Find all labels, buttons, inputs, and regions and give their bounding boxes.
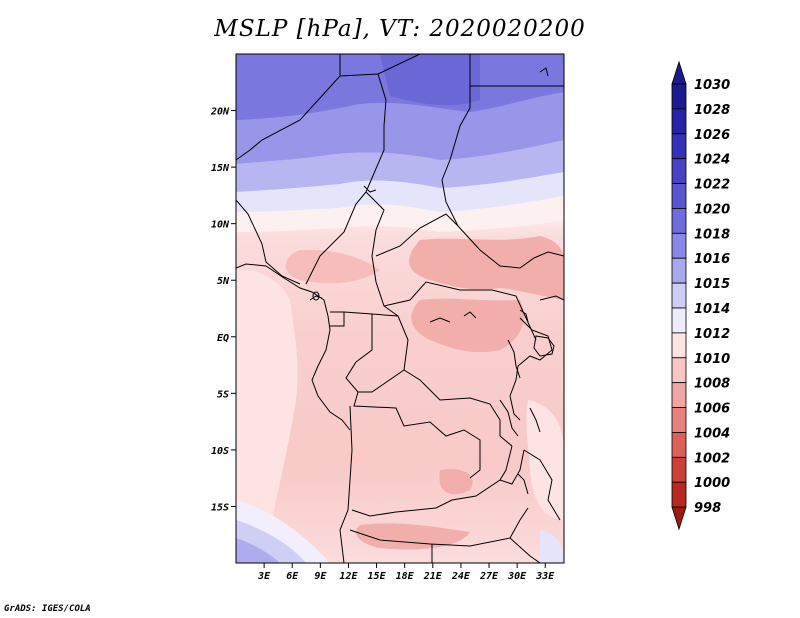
colorbar-swatch: [671, 108, 687, 135]
colorbar-swatch: [671, 382, 687, 408]
colorbar-label: 1016: [694, 252, 730, 267]
lon-tick-label: 21E: [423, 571, 443, 582]
map-frame: [235, 53, 565, 564]
colorbar-label: 1006: [694, 402, 730, 417]
colorbar-swatch: [671, 208, 687, 234]
colorbar-label: 998: [694, 501, 721, 516]
lon-tick-label: 6E: [286, 571, 299, 582]
pressure-field: [236, 54, 564, 563]
colorbar-swatch: [671, 158, 687, 184]
longitude-axis: 3E 6E 9E 12E 15E 18E 21E 24E 27E 30E 33E: [257, 563, 555, 582]
colorbar-label: 1024: [694, 153, 730, 168]
coastlines: [236, 67, 555, 495]
colorbar-label: 1008: [694, 377, 730, 392]
lat-tick-label: 15S: [211, 502, 229, 513]
colorbar-label: 1004: [694, 426, 730, 441]
country-borders: [236, 54, 564, 563]
lon-tick-label: 3E: [257, 571, 271, 582]
lat-tick-label: 10S: [211, 446, 229, 457]
lon-tick-label: 12E: [339, 571, 358, 582]
latitude-axis: 20N 15N 10N 5N EQ 5S 10S 15S: [210, 107, 236, 513]
colorbar-swatch: [671, 232, 687, 259]
lat-tick-label: 5N: [217, 276, 230, 287]
colorbar-swatch: [671, 83, 687, 110]
colorbar-swatch: [671, 407, 687, 433]
lon-tick-label: 30E: [507, 571, 527, 582]
colorbar-swatch: [671, 456, 687, 483]
colorbar-label: 1014: [694, 302, 730, 317]
lon-tick-label: 15E: [368, 571, 387, 582]
colorbar-swatch: [671, 432, 687, 458]
colorbar-label: 1022: [694, 178, 730, 193]
lat-tick-label: EQ: [217, 333, 229, 344]
credit-text: GrADS: IGES/COLA: [4, 604, 91, 614]
lon-tick-label: 24E: [451, 571, 471, 582]
colorbar-swatch: [671, 133, 687, 160]
colorbar-label: 1002: [694, 451, 730, 466]
colorbar-label: 1000: [694, 476, 730, 491]
colorbar-label: 1010: [694, 352, 730, 367]
colorbar-swatch: [671, 481, 687, 508]
lat-tick-label: 20N: [210, 107, 230, 118]
chart-title: MSLP [hPa], VT: 2020020200: [214, 16, 586, 42]
lat-tick-label: 15N: [211, 163, 230, 174]
lon-tick-label: 9E: [314, 571, 327, 582]
colorbar-swatch: [671, 282, 687, 309]
colorbar-label: 1020: [694, 202, 730, 217]
colorbar-bottom-arrow: [671, 506, 687, 531]
colorbar: 1030 1028 1026 1024 1022 1020 1018 1016 1015 1014…: [671, 60, 730, 531]
lat-tick-label: 10N: [211, 220, 230, 231]
colorbar-label: 1026: [694, 128, 730, 143]
colorbar-label: 1015: [694, 277, 730, 292]
colorbar-label: 1018: [694, 227, 730, 242]
lon-tick-label: 18E: [396, 571, 415, 582]
colorbar-swatch: [671, 307, 687, 334]
lon-tick-label: 33E: [535, 571, 555, 582]
colorbar-swatch: [671, 357, 687, 384]
colorbar-label: 1012: [694, 327, 730, 342]
colorbar-top-arrow: [671, 60, 687, 85]
colorbar-swatch: [671, 257, 687, 284]
colorbar-label: 1028: [694, 103, 730, 118]
colorbar-swatch: [671, 332, 687, 359]
colorbar-swatch: [671, 183, 687, 209]
lon-tick-label: 27E: [479, 571, 499, 582]
lat-tick-label: 5S: [217, 389, 229, 400]
colorbar-label: 1030: [694, 78, 730, 93]
